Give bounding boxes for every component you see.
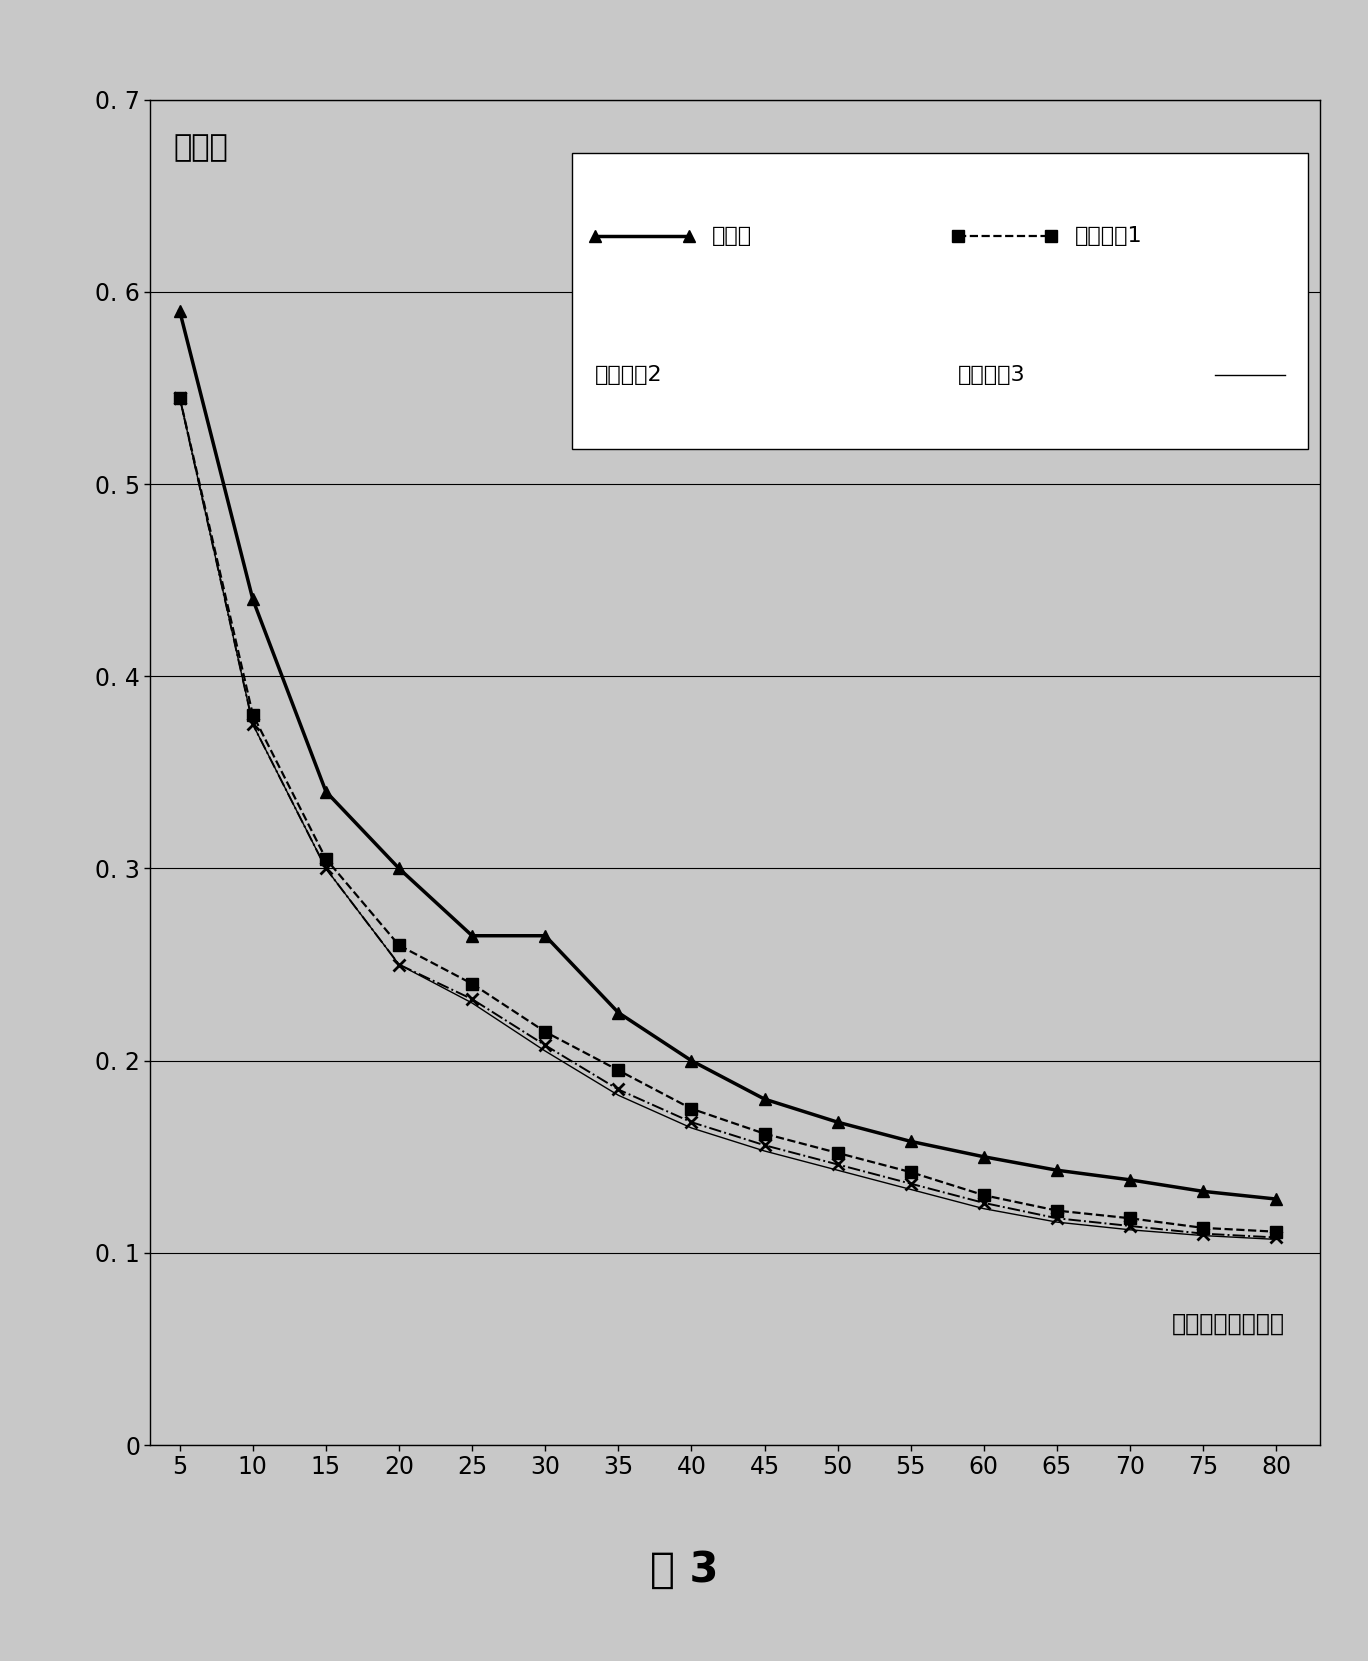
FancyBboxPatch shape [572, 153, 1308, 450]
Text: 现有方法1: 现有方法1 [1074, 226, 1142, 246]
Text: 现有方法2: 现有方法2 [595, 365, 662, 385]
Text: 本发明: 本发明 [711, 226, 752, 246]
Text: 现有方法3: 现有方法3 [958, 365, 1025, 385]
Text: 图 3: 图 3 [650, 1548, 718, 1591]
Text: 查准率: 查准率 [174, 133, 228, 163]
Text: 取前面结果的数目: 取前面结果的数目 [1172, 1312, 1285, 1335]
